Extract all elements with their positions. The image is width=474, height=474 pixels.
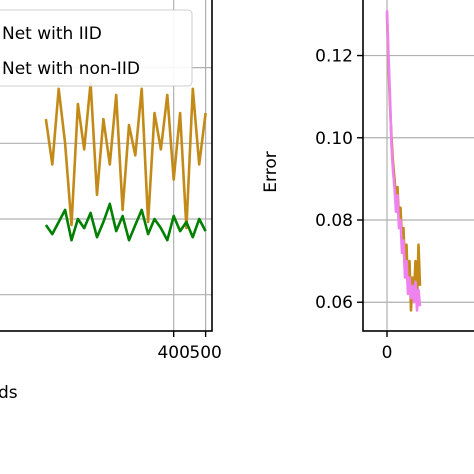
left-plot-frame [0,0,213,332]
right-plot-frame [362,0,474,332]
legend: Net with IID Net with non-IID [0,9,193,87]
left-series-lines [44,81,207,242]
left-x-tick-label: 500 [189,343,221,363]
right-y-axis-label: Error [261,151,281,192]
left-chart-panel: 400 500 ds Net with IID Net with non-IID [0,0,222,403]
right-y-tick-label: 0.06 [315,293,353,313]
legend-box [0,9,193,87]
right-y-tick-label: 0.10 [315,129,353,149]
left-x-tick-label: 400 [157,343,189,363]
right-series-line-1 [385,10,422,312]
left-x-axis-label: ds [0,383,18,403]
right-x-tick-label: 0 [382,343,393,363]
left-series-line-0 [44,202,207,242]
left-x-ticks: 400 500 [157,331,222,363]
legend-label-iid: Net with IID [2,24,102,44]
left-series-line-1 [44,81,207,230]
right-y-ticks: 0.06 0.08 0.10 0.12 [315,47,363,313]
right-y-tick-label: 0.08 [315,211,353,231]
right-chart-panel: 0 0.06 0.08 0.10 0.12 Error [261,0,474,363]
legend-label-non-iid: Net with non-IID [2,59,140,79]
right-series-lines [385,10,422,312]
right-x-ticks: 0 [382,331,393,363]
right-y-tick-label: 0.12 [315,47,353,67]
